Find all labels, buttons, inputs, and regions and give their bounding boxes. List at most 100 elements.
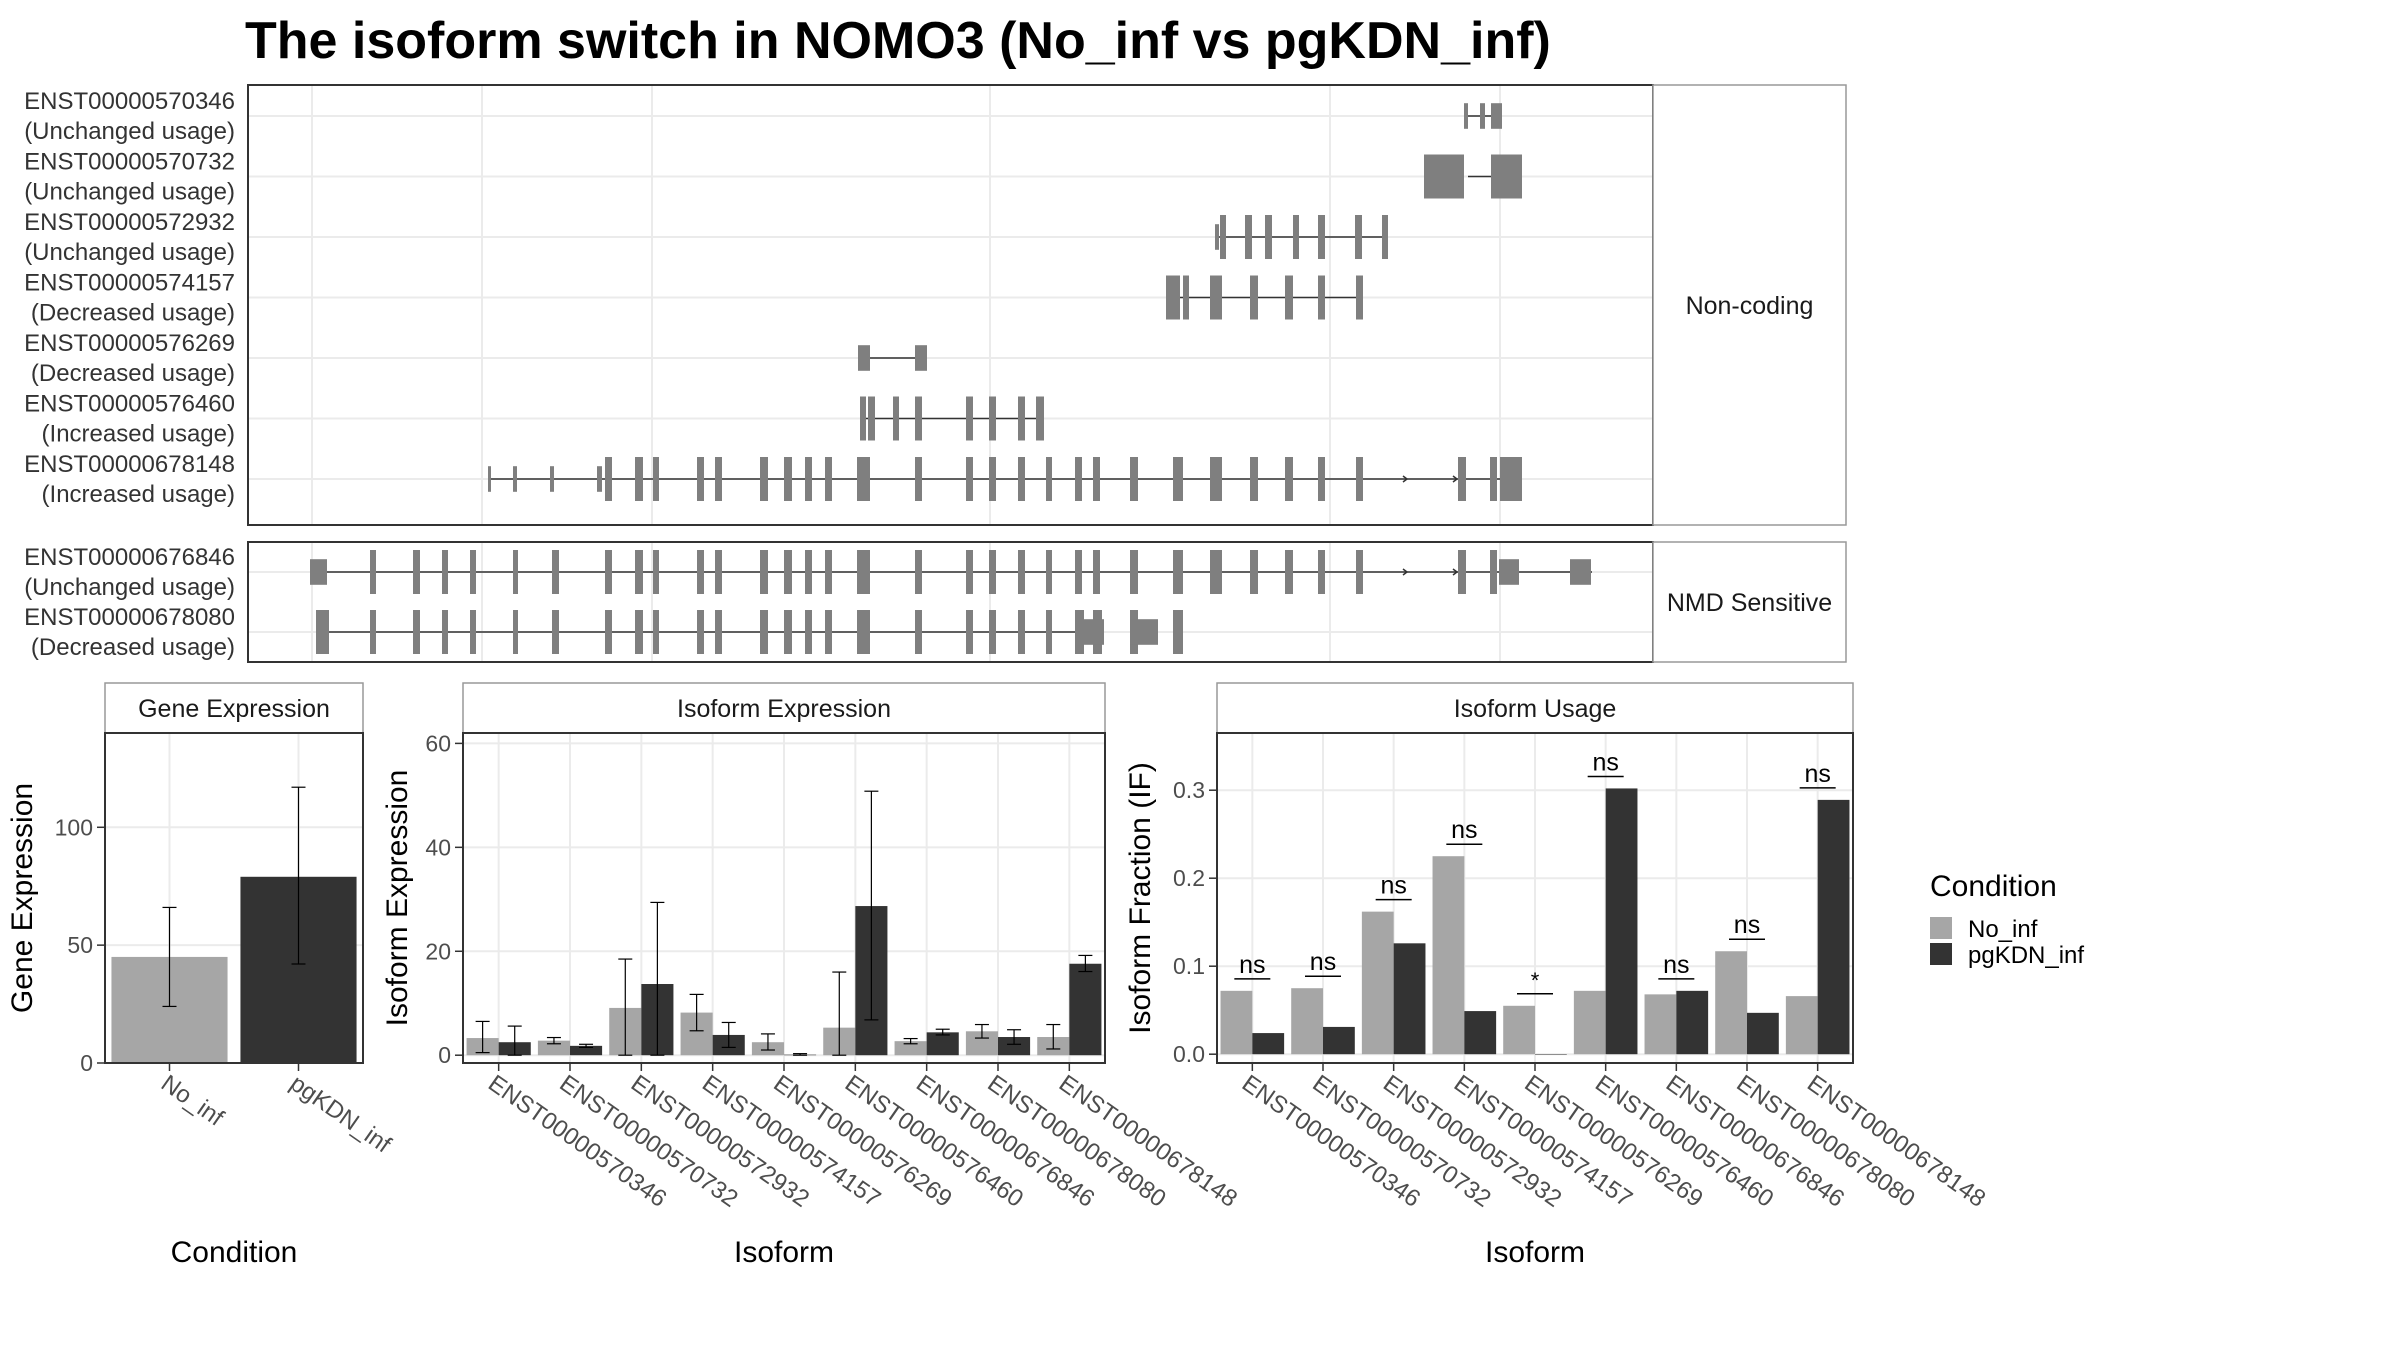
y-tick-label: 0.1 (1173, 953, 1205, 979)
bar (1432, 856, 1465, 1055)
exon (1318, 275, 1325, 320)
exon (1018, 457, 1025, 501)
exon (1356, 275, 1363, 320)
isoform-id-label: ENST00000572932 (24, 209, 235, 236)
isoform-expression-chart: Isoform Expression0204060ENST00000570346… (381, 682, 1242, 1269)
exon (989, 457, 996, 501)
exon (825, 610, 832, 654)
significance-label: ns (1663, 951, 1689, 979)
isoform-track (310, 550, 1592, 594)
exon (1093, 457, 1100, 501)
exon (1458, 550, 1466, 594)
exon (915, 345, 927, 371)
exon (1078, 610, 1084, 654)
exon (470, 550, 476, 594)
legend: Condition No_inf pgKDN_inf (1930, 870, 2084, 969)
bar (1361, 911, 1394, 1055)
isoform-usage-label: (Increased usage) (42, 421, 235, 448)
exon (1491, 154, 1522, 199)
exon (310, 559, 327, 585)
bar (894, 1041, 927, 1056)
exon (784, 550, 792, 594)
significance-label: ns (1592, 748, 1618, 776)
y-tick-label: 0 (438, 1042, 451, 1068)
legend-label-pgkdn-inf: pgKDN_inf (1968, 942, 2084, 969)
exon (697, 610, 704, 654)
exon (1018, 396, 1025, 441)
y-tick-label: 100 (55, 814, 93, 840)
exon (1265, 215, 1272, 259)
exon (1130, 457, 1138, 501)
bar (1535, 1054, 1567, 1055)
bar (1573, 990, 1606, 1055)
exon (1250, 457, 1258, 501)
exon (1046, 550, 1052, 594)
isoform-track (488, 457, 1522, 501)
significance-label: * (1531, 968, 1540, 993)
facet-strip (1216, 682, 1854, 734)
gene-expression-chart: Gene Expression 0 50 100 No_inf pgKDN_inf Cond… (6, 682, 396, 1269)
facet-strip (462, 682, 1106, 734)
exon (805, 610, 812, 654)
legend-title: Condition (1930, 870, 2057, 903)
bar (1291, 988, 1323, 1055)
isoform-usage-label: (Unchanged usage) (24, 179, 235, 206)
exon (1215, 224, 1219, 250)
exon (1173, 457, 1183, 501)
isoform-usage-label: (Unchanged usage) (24, 118, 235, 145)
exon (857, 550, 870, 594)
isoform-usage-label: (Unchanged usage) (24, 239, 235, 266)
isoform-track (1464, 103, 1502, 129)
panel-noncoding: ENST00000570346 (Unchanged usage) ENST0000… (24, 84, 1847, 526)
exon (868, 396, 875, 441)
strand-arrow (1452, 475, 1459, 483)
exon (1075, 457, 1082, 501)
bar (998, 1037, 1031, 1056)
bar (1503, 1005, 1535, 1055)
exon (784, 610, 792, 654)
exon (1130, 619, 1158, 645)
exon (1490, 550, 1497, 594)
exon (1382, 215, 1388, 259)
exon (1570, 559, 1591, 585)
exon (370, 550, 376, 594)
panel-nmd: ENST00000676846 (Unchanged usage) ENST0000… (24, 541, 1847, 663)
bar (1817, 799, 1850, 1055)
facet-strip-label: Gene Expression (138, 695, 330, 723)
exon (635, 550, 643, 594)
exon (915, 550, 922, 594)
exon (715, 610, 722, 654)
exon (513, 610, 518, 654)
facet-strip-label: NMD Sensitive (1667, 589, 1832, 617)
exon (760, 550, 768, 594)
exon (470, 610, 476, 654)
bar (1464, 1011, 1497, 1055)
isoform-usage-chart: Isoform Usage ns ns ns ns * ns ns ns ns 0.0 0.1 0.2 0… (1124, 682, 1990, 1269)
exon (1093, 550, 1100, 594)
exon (1245, 215, 1252, 259)
legend-label-no-inf: No_inf (1968, 916, 2038, 943)
exon (370, 610, 376, 654)
bar (926, 1032, 959, 1056)
facet-strip-label: Non-coding (1686, 292, 1814, 320)
bar (1785, 996, 1818, 1055)
x-tick-label: No_inf (156, 1070, 229, 1132)
exon (1220, 215, 1226, 259)
exon (989, 396, 996, 441)
x-axis-title: Isoform (1485, 1236, 1585, 1269)
x-tick-label: pgKDN_inf (285, 1070, 396, 1159)
bar (1069, 963, 1102, 1056)
strand-arrow (1402, 568, 1409, 576)
exon (989, 550, 996, 594)
exon (1464, 103, 1468, 129)
isoform-track (1166, 275, 1363, 320)
exon (1210, 550, 1222, 594)
exon (442, 550, 448, 594)
exon (1210, 457, 1222, 501)
exon (857, 610, 870, 654)
exon (915, 457, 922, 501)
figure-title: The isoform switch in NOMO3 (No_inf vs p… (245, 12, 1551, 70)
exon (1046, 457, 1052, 501)
exon (857, 457, 870, 501)
